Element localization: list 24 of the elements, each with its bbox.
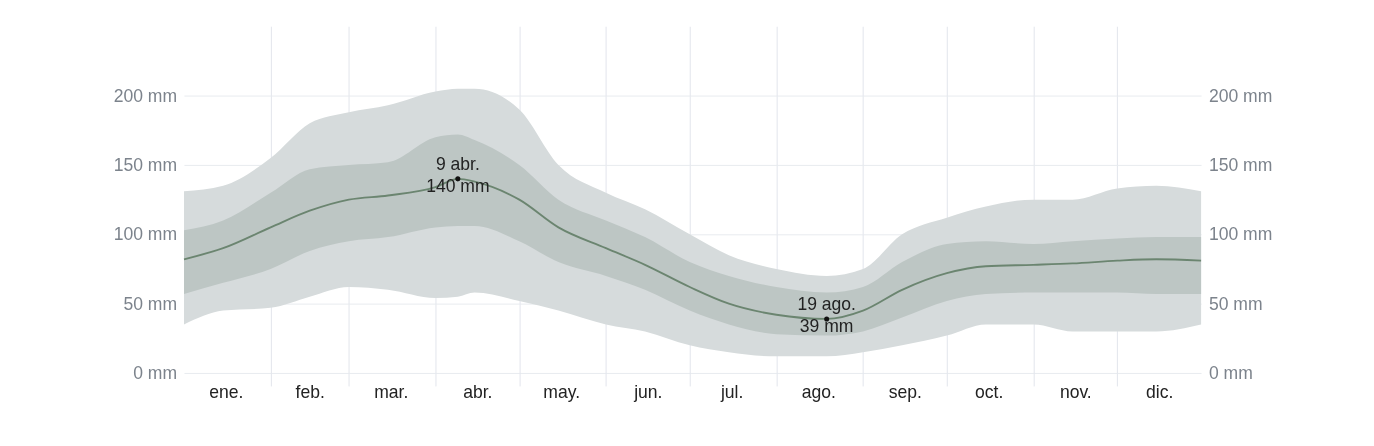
x-tick-label: nov. <box>1059 382 1092 403</box>
annotation: 9 abr. 140 mm <box>426 153 490 196</box>
y-tick-label: 0 mm <box>133 363 178 384</box>
x-tick-label: feb. <box>295 382 325 403</box>
y2-tick-label: 0 mm <box>1208 363 1253 384</box>
y-tick-label: 200 mm <box>113 85 178 106</box>
x-tick-label: jul. <box>719 382 744 403</box>
x-tick-label: sep. <box>888 382 922 403</box>
y-tick-label: 50 mm <box>123 293 178 314</box>
x-tick-label: ene. <box>209 382 244 403</box>
x-tick-label: dic. <box>1145 382 1174 403</box>
y-tick-label: 150 mm <box>113 154 178 175</box>
y-tick-label: 100 mm <box>113 224 178 245</box>
x-tick-label: abr. <box>463 382 493 403</box>
y2-tick-label: 50 mm <box>1208 293 1263 314</box>
x-tick-label: oct. <box>975 382 1004 403</box>
x-tick-label: ago. <box>801 382 836 403</box>
y2-tick-label: 150 mm <box>1208 154 1273 175</box>
x-tick-label: may. <box>543 382 581 403</box>
annotation: 19 ago. 39 mm <box>797 293 856 336</box>
x-tick-label: mar. <box>374 382 409 403</box>
x-tick-label: jun. <box>633 382 663 403</box>
y2-tick-label: 200 mm <box>1208 85 1273 106</box>
y2-tick-label: 100 mm <box>1208 224 1273 245</box>
